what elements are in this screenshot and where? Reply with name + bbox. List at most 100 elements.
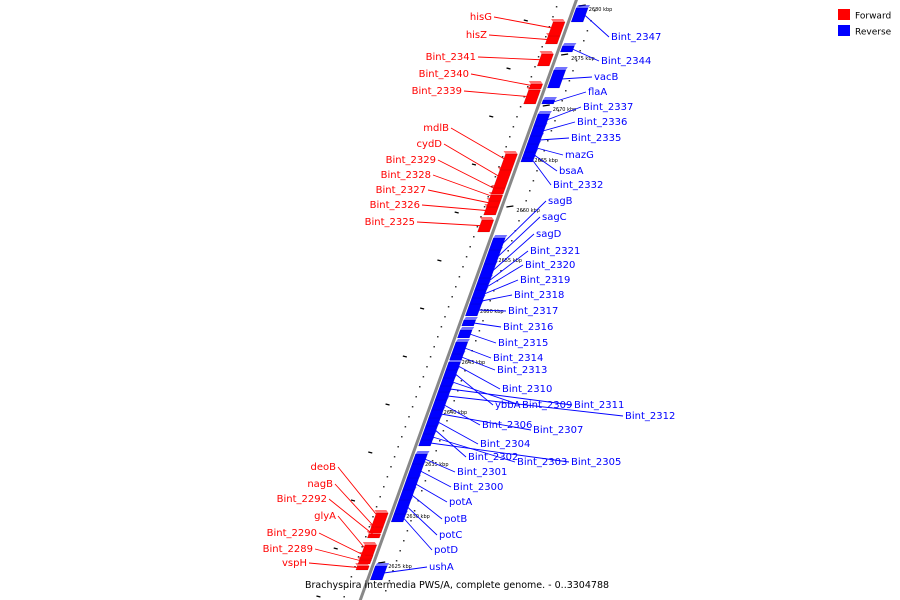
forward-gene-label[interactable]: Bint_2339	[412, 86, 462, 97]
reverse-gene-label[interactable]: vacB	[594, 72, 619, 83]
forward-gene-label[interactable]: Bint_2325	[365, 217, 415, 228]
forward-gene-label[interactable]: hisG	[470, 12, 492, 23]
reverse-gene-label[interactable]: Bint_2310	[502, 384, 552, 395]
reverse-gene-label[interactable]: Bint_2336	[577, 117, 627, 128]
minor-tick	[485, 310, 488, 312]
reverse-gene-label[interactable]: Bint_2318	[514, 290, 564, 301]
reverse-gene-label[interactable]: Bint_2306	[482, 420, 532, 431]
minor-tick	[530, 76, 533, 78]
reverse-gene-label[interactable]: ybbA	[495, 400, 521, 411]
reverse-gene-label[interactable]: Bint_2304	[480, 439, 530, 450]
minor-tick	[333, 547, 338, 550]
reverse-gene-label[interactable]: Bint_2313	[497, 365, 547, 376]
forward-gene-label[interactable]: Bint_2340	[419, 69, 469, 80]
forward-gene-label[interactable]: glyA	[314, 511, 336, 522]
reverse-gene-label[interactable]: sagD	[536, 229, 562, 240]
gene-block-face	[425, 423, 440, 426]
reverse-gene-label[interactable]: Bint_2311	[574, 400, 624, 411]
tick-mark	[542, 104, 550, 107]
reverse-gene-block[interactable]	[520, 157, 535, 163]
reverse-gene-label[interactable]: sagC	[542, 212, 567, 223]
gene-block-face	[451, 351, 466, 354]
reverse-gene-label[interactable]: mazG	[565, 150, 594, 161]
gene-block-face	[440, 383, 455, 386]
reverse-gene-label[interactable]: Bint_2301	[457, 467, 507, 478]
reverse-gene-label[interactable]: Bint_2315	[498, 338, 548, 349]
reverse-gene-label[interactable]: ushA	[429, 562, 454, 573]
forward-gene-label[interactable]: cydD	[417, 139, 443, 150]
reverse-gene-label[interactable]: Bint_2316	[503, 322, 553, 333]
reverse-leader-line	[420, 470, 452, 488]
forward-gene-label[interactable]: deoB	[311, 462, 337, 473]
reverse-gene-label[interactable]: Bint_2303	[517, 457, 567, 468]
forward-gene-label[interactable]: Bint_2292	[277, 494, 327, 505]
minor-tick	[550, 130, 553, 132]
forward-gene-label[interactable]: nagB	[307, 479, 333, 490]
minor-tick	[447, 306, 450, 308]
reverse-gene-label[interactable]: Bint_2309	[522, 400, 572, 411]
forward-gene-label[interactable]: mdlB	[423, 123, 449, 134]
forward-gene-label[interactable]: Bint_2326	[370, 200, 420, 211]
reverse-gene-label[interactable]: Bint_2302	[468, 452, 518, 463]
reverse-leader-line	[447, 395, 624, 417]
genome-axis	[358, 0, 578, 600]
forward-leader-line	[334, 483, 378, 531]
reverse-gene-block[interactable]	[541, 99, 556, 105]
minor-tick	[487, 196, 489, 198]
reverse-leader-line	[584, 14, 610, 38]
minor-tick	[454, 211, 459, 214]
forward-gene-block[interactable]	[366, 533, 382, 539]
forward-gene-label[interactable]: Bint_2341	[426, 52, 476, 63]
reverse-gene-label[interactable]: Bint_2335	[571, 133, 621, 144]
forward-gene-label[interactable]: Bint_2289	[263, 544, 313, 555]
reverse-gene-label[interactable]: Bint_2305	[571, 457, 621, 468]
reverse-gene-label[interactable]: Bint_2307	[533, 425, 583, 436]
reverse-gene-label[interactable]: bsaA	[559, 166, 584, 177]
forward-gene-label[interactable]: Bint_2328	[381, 170, 431, 181]
minor-tick	[347, 586, 349, 588]
minor-tick	[511, 240, 513, 242]
reverse-gene-block[interactable]	[461, 319, 477, 327]
reverse-gene-label[interactable]: Bint_2332	[553, 180, 603, 191]
minor-tick	[547, 140, 549, 142]
reverse-leader-line	[533, 154, 558, 172]
forward-gene-label[interactable]: hisZ	[466, 30, 487, 41]
forward-gene-label[interactable]: Bint_2327	[376, 185, 426, 196]
gene-block-face	[471, 295, 486, 298]
reverse-gene-label[interactable]: Bint_2312	[625, 411, 675, 422]
minor-tick	[493, 290, 495, 292]
reverse-gene-label[interactable]: Bint_2344	[601, 56, 651, 67]
reverse-gene-label[interactable]: Bint_2321	[530, 246, 580, 257]
minor-tick	[435, 450, 437, 452]
gene-block-face	[524, 149, 539, 152]
forward-gene-label[interactable]: vspH	[282, 558, 307, 569]
reverse-gene-label[interactable]: Bint_2317	[508, 306, 558, 317]
forward-gene-label[interactable]: Bint_2329	[386, 155, 436, 166]
reverse-gene-label[interactable]: Bint_2347	[611, 32, 661, 43]
reverse-gene-label[interactable]: flaA	[588, 87, 607, 98]
minor-tick	[442, 430, 445, 432]
minor-tick	[552, 16, 554, 18]
reverse-gene-label[interactable]: potA	[449, 497, 472, 508]
reverse-gene-label[interactable]: potD	[434, 545, 458, 556]
minor-tick	[429, 356, 432, 358]
reverse-gene-label[interactable]: Bint_2337	[583, 102, 633, 113]
gene-block-face	[533, 123, 548, 126]
forward-leader-line	[477, 56, 547, 61]
minor-tick	[385, 590, 387, 592]
reverse-gene-block[interactable]	[418, 439, 433, 447]
reverse-gene-label[interactable]: potC	[439, 530, 462, 541]
reverse-gene-label[interactable]: Bint_2319	[520, 275, 570, 286]
reverse-gene-label[interactable]: potB	[444, 514, 467, 525]
gene-block-face	[526, 87, 541, 90]
reverse-gene-label[interactable]: Bint_2320	[525, 260, 575, 271]
reverse-gene-block[interactable]	[559, 45, 575, 53]
forward-gene-label[interactable]: Bint_2290	[267, 528, 317, 539]
gene-block-face	[463, 317, 478, 320]
reverse-gene-label[interactable]: Bint_2314	[493, 353, 543, 364]
reverse-leader-line	[415, 483, 448, 503]
reverse-gene-label[interactable]: sagB	[548, 196, 573, 207]
minor-tick	[548, 26, 551, 28]
reverse-gene-label[interactable]: Bint_2300	[453, 482, 503, 493]
